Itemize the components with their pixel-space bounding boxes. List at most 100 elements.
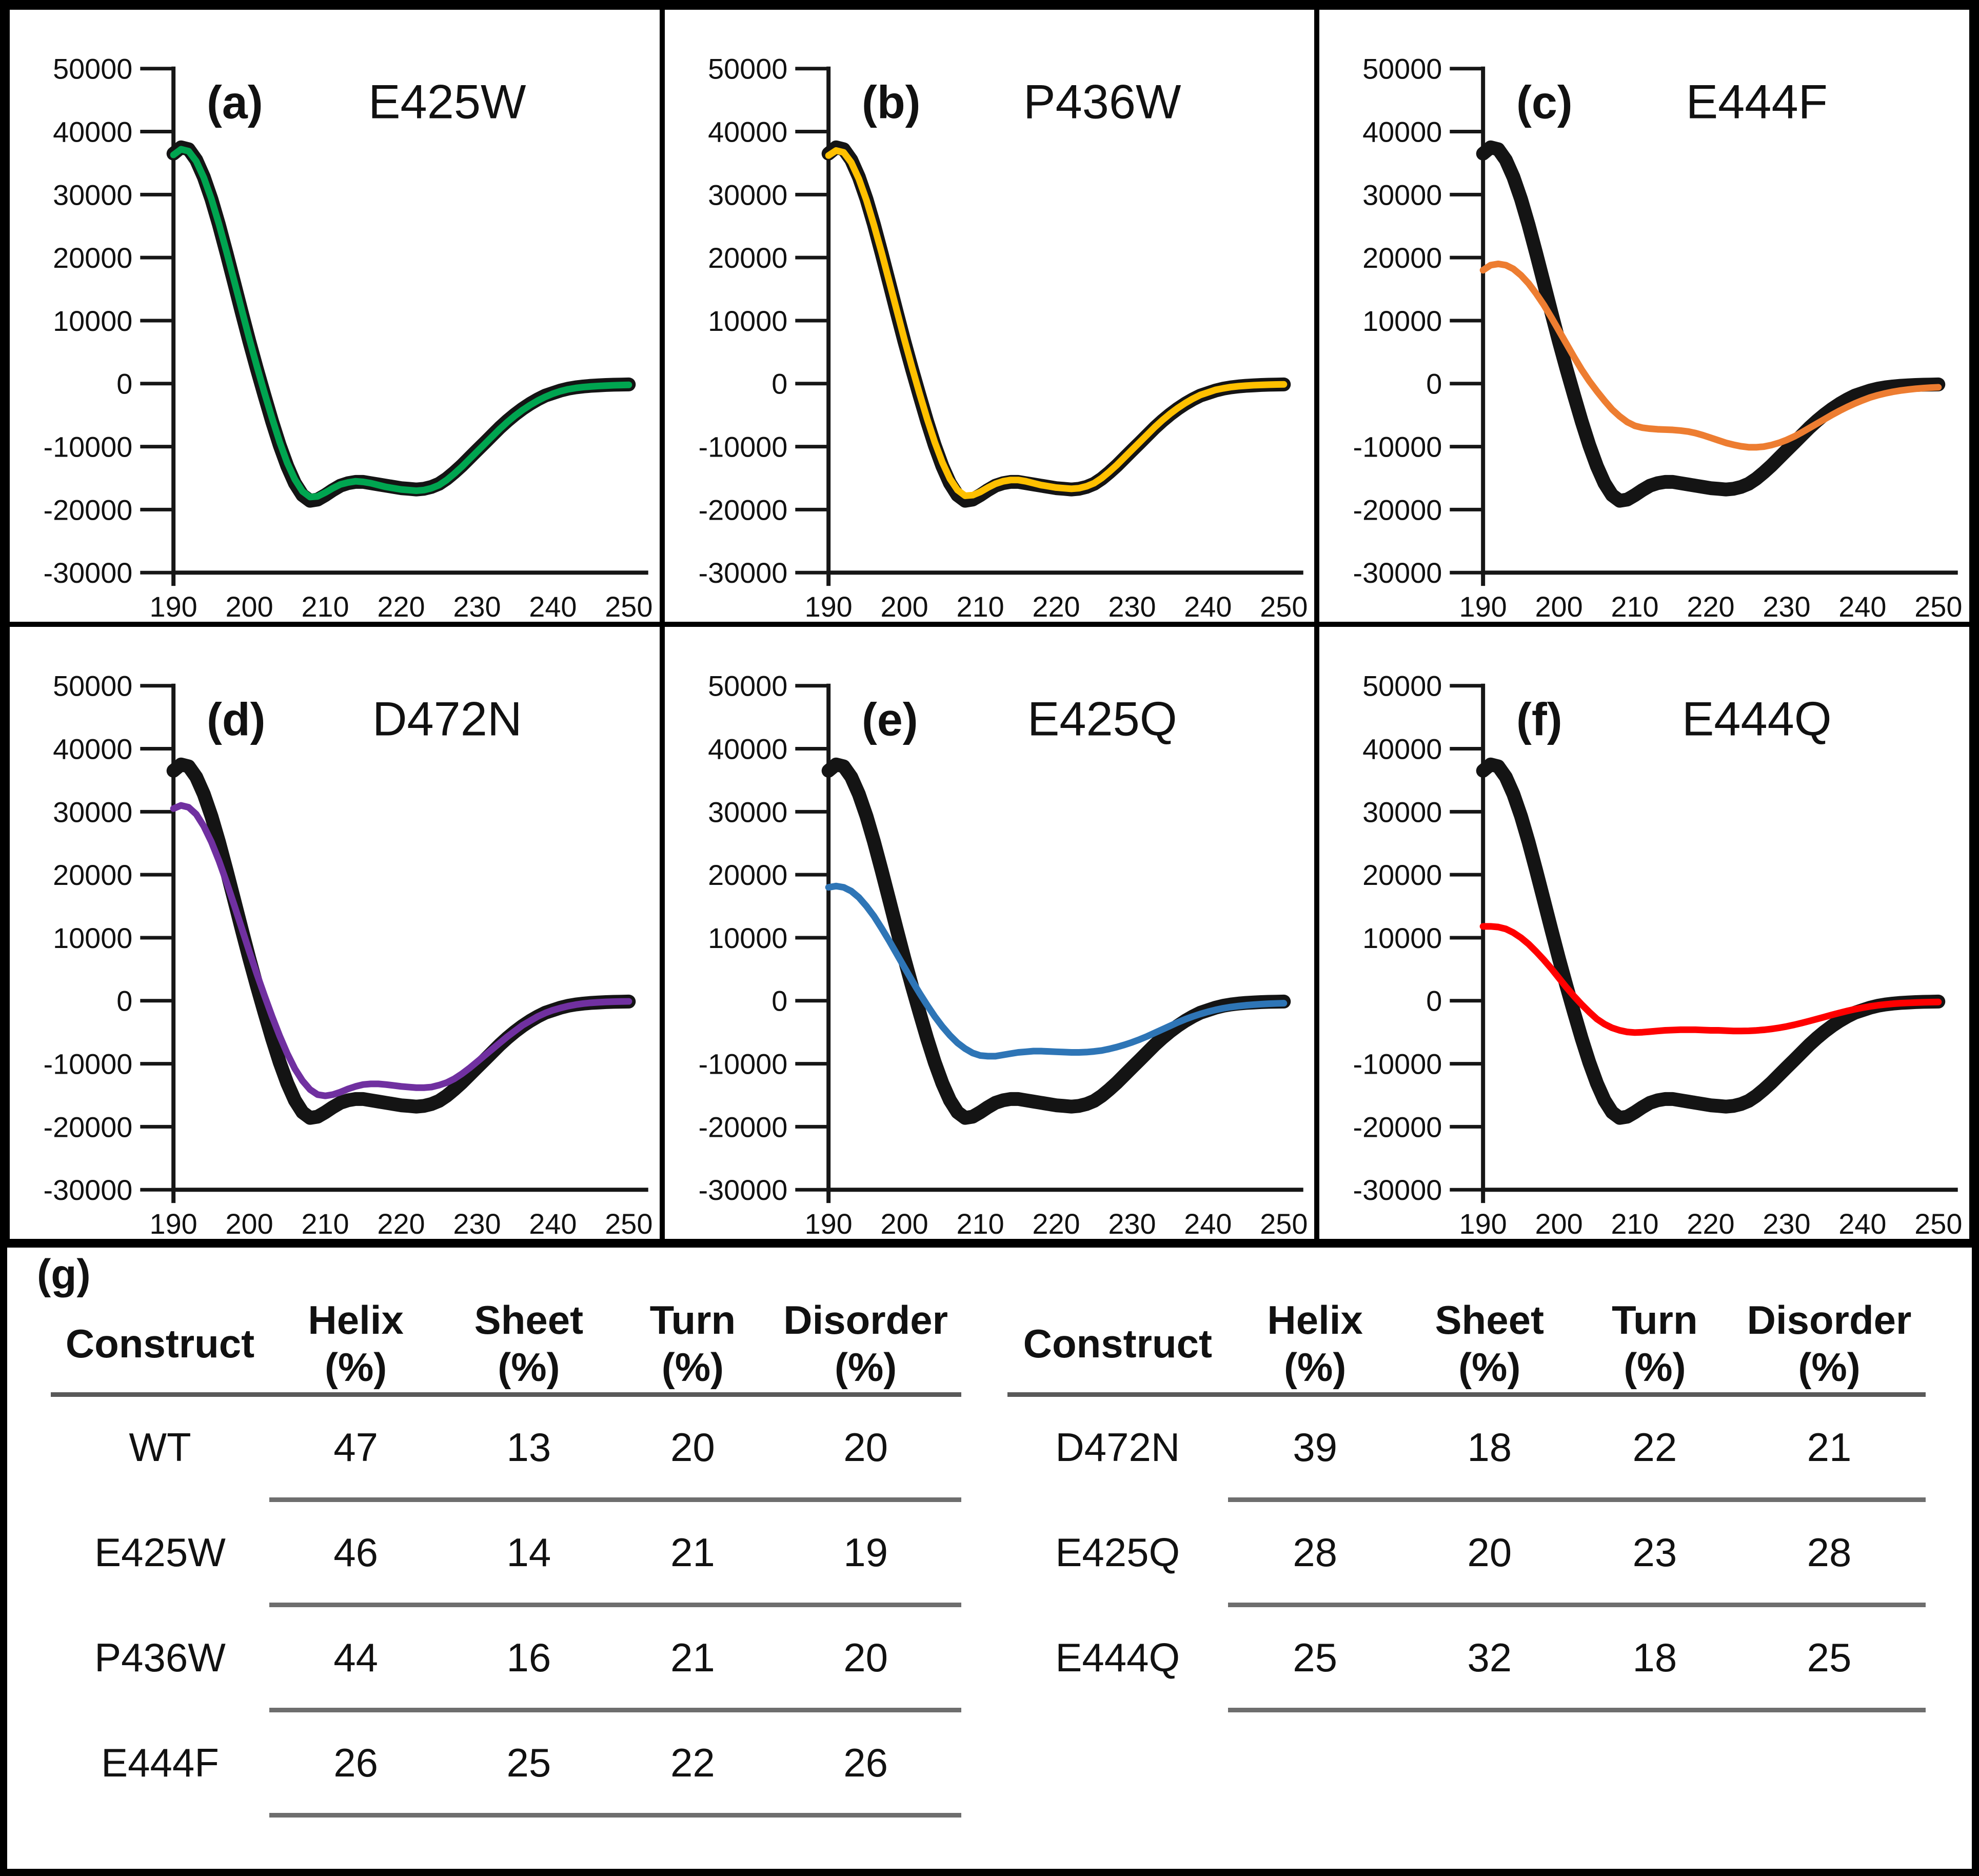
wt-curve [1476,757,1946,1125]
y-tick-label: 40000 [708,115,787,148]
x-tick-label: 210 [1611,590,1659,622]
y-tick-label: 0 [1427,985,1442,1017]
y-tick-label: 30000 [708,179,787,211]
x-tick-label: 230 [1763,590,1811,622]
y-tick-label: 30000 [1362,179,1442,211]
chart-grid: (a) E425W 50000 40000 30000 20000 10000 0 -10000… [7,7,1972,1241]
x-tick-label: 220 [1687,1208,1735,1239]
x-tick-label: 200 [226,1208,273,1239]
y-tick-label: 40000 [1362,115,1442,148]
x-tick-label: 250 [605,590,652,622]
y-tick-label: 50000 [708,53,787,85]
y-tick-label: -30000 [698,1174,787,1206]
x-tick-label: 230 [453,1208,501,1239]
wt-curve [166,757,636,1125]
y-tick-label: -30000 [43,557,132,589]
panel-title: E425Q [1027,692,1177,745]
column-header-helix: Helix (%) [1267,1297,1363,1390]
x-tick-label: 210 [956,590,1004,622]
y-tick-label: 40000 [1362,733,1442,765]
panel-title: E444F [1686,74,1828,128]
x-tick-label: 220 [1032,590,1080,622]
table-row: D472N 39 18 22 21 [1007,1397,1926,1497]
construct-cell: E425W [94,1529,226,1575]
wt-curve [166,140,636,508]
structure-table-left: Construct Helix (%) Sheet (%) Turn (%) Disorder… [51,1295,961,1818]
panel-letter-g: (g) [37,1251,91,1298]
mutant-curve [1480,923,1942,1036]
column-header-construct: Construct [65,1320,255,1366]
x-tick-label: 190 [150,1208,197,1239]
x-tick-label: 230 [1108,590,1156,622]
y-tick-label: 10000 [708,922,787,954]
value-cell: 16 [506,1634,551,1680]
y-tick-label: 40000 [53,115,132,148]
column-header-disorder: Disorder (%) [783,1297,948,1390]
value-cell: 25 [1807,1634,1852,1680]
x-tick-label: 220 [1687,590,1735,622]
cd-spectrum-panel-f: (f) E444Q 50000 40000 30000 20000 10000 0 -10000… [1317,624,1972,1241]
panel-letter: (b) [862,77,921,128]
column-header-turn: Turn (%) [649,1297,736,1390]
mutant-curve [825,147,1287,499]
header-rule [51,1392,961,1397]
table-header-row: Construct Helix (%) Sheet (%) Turn (%) Disorder… [1007,1295,1926,1392]
panel-title: E425W [368,74,526,128]
row-rule [269,1497,961,1502]
y-tick-label: -20000 [1353,493,1442,526]
cd-spectrum-panel-d: (d) D472N 50000 40000 30000 20000 10000 0 -10000… [7,624,662,1241]
y-tick-label: 10000 [53,922,132,954]
x-tick-label: 250 [605,1208,652,1239]
x-tick-label: 190 [804,1208,852,1239]
row-rule [269,1708,961,1712]
y-tick-label: 0 [116,985,132,1017]
value-cell: 20 [843,1424,888,1470]
construct-cell: P436W [94,1634,226,1680]
x-tick-label: 210 [1611,1208,1659,1239]
value-cell: 26 [333,1740,378,1785]
y-tick-label: -20000 [1353,1111,1442,1143]
column-header-sheet: Sheet (%) [1435,1297,1544,1390]
y-tick-label: 0 [1427,368,1442,400]
cd-chart-e425w: (a) E425W 50000 40000 30000 20000 10000 0 -10000… [43,53,652,622]
column-header-disorder: Disorder (%) [1747,1297,1912,1390]
y-tick-label: 10000 [1362,305,1442,337]
cd-chart-d472n: (d) D472N 50000 40000 30000 20000 10000 0 -10000… [43,670,652,1239]
panel-letter: (e) [862,694,918,745]
x-tick-label: 240 [1184,590,1232,622]
panel-title: E444Q [1682,692,1832,745]
cd-chart-e425q: (e) E425Q 50000 40000 30000 20000 10000 0 -10000… [698,670,1308,1239]
wt-curve [821,140,1291,508]
x-tick-label: 190 [804,590,852,622]
y-tick-label: 40000 [708,733,787,765]
y-tick-label: 20000 [53,859,132,891]
construct-cell: E444Q [1055,1634,1180,1680]
panel-title: D472N [372,692,522,745]
y-tick-label: -30000 [698,557,787,589]
table-row: E425W 46 14 21 19 [51,1502,961,1603]
value-cell: 21 [670,1529,715,1575]
column-header-helix: Helix (%) [308,1297,404,1390]
panel-letter: (d) [207,694,266,745]
value-cell: 20 [670,1424,715,1470]
value-cell: 28 [1807,1529,1852,1575]
column-header-sheet: Sheet (%) [474,1297,584,1390]
y-tick-label: 20000 [53,242,132,274]
y-tick-label: -10000 [698,431,787,463]
x-tick-label: 200 [226,590,273,622]
y-tick-label: 0 [116,368,132,400]
cd-spectrum-panel-a: (a) E425W 50000 40000 30000 20000 10000 0 -10000… [7,7,662,624]
x-tick-label: 200 [1535,590,1583,622]
value-cell: 39 [1293,1424,1338,1470]
y-tick-label: 20000 [708,242,787,274]
y-tick-label: 10000 [53,305,132,337]
secondary-structure-table-panel: (g) Construct Helix (%) Sheet (%) Turn (%) Diso… [7,1241,1972,1869]
value-cell: 32 [1467,1634,1512,1680]
x-tick-label: 210 [301,1208,349,1239]
value-cell: 44 [333,1634,378,1680]
value-cell: 23 [1632,1529,1677,1575]
value-cell: 25 [1293,1634,1338,1680]
y-tick-label: -30000 [43,1174,132,1206]
table-row: P436W 44 16 21 20 [51,1607,961,1708]
